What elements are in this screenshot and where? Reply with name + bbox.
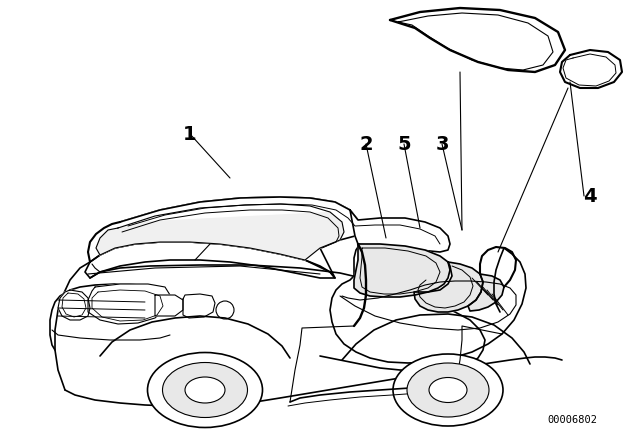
Polygon shape <box>155 295 183 316</box>
Polygon shape <box>85 242 335 278</box>
Text: 00006802: 00006802 <box>547 415 597 425</box>
Polygon shape <box>468 274 504 311</box>
Ellipse shape <box>393 354 503 426</box>
Ellipse shape <box>429 378 467 402</box>
Polygon shape <box>96 204 344 260</box>
Polygon shape <box>183 294 215 318</box>
Polygon shape <box>354 244 450 297</box>
Polygon shape <box>330 244 526 363</box>
Text: 2: 2 <box>359 134 373 154</box>
Text: 5: 5 <box>397 134 411 154</box>
Ellipse shape <box>147 353 262 427</box>
Polygon shape <box>88 284 170 324</box>
Ellipse shape <box>185 377 225 403</box>
Polygon shape <box>390 8 565 72</box>
Text: 3: 3 <box>435 134 449 154</box>
Polygon shape <box>560 50 622 88</box>
Text: 4: 4 <box>583 186 597 206</box>
Polygon shape <box>120 197 450 252</box>
Ellipse shape <box>407 363 489 417</box>
Ellipse shape <box>163 362 248 418</box>
Polygon shape <box>58 290 90 320</box>
Polygon shape <box>90 197 360 278</box>
Polygon shape <box>414 262 483 312</box>
Text: 1: 1 <box>183 125 197 143</box>
